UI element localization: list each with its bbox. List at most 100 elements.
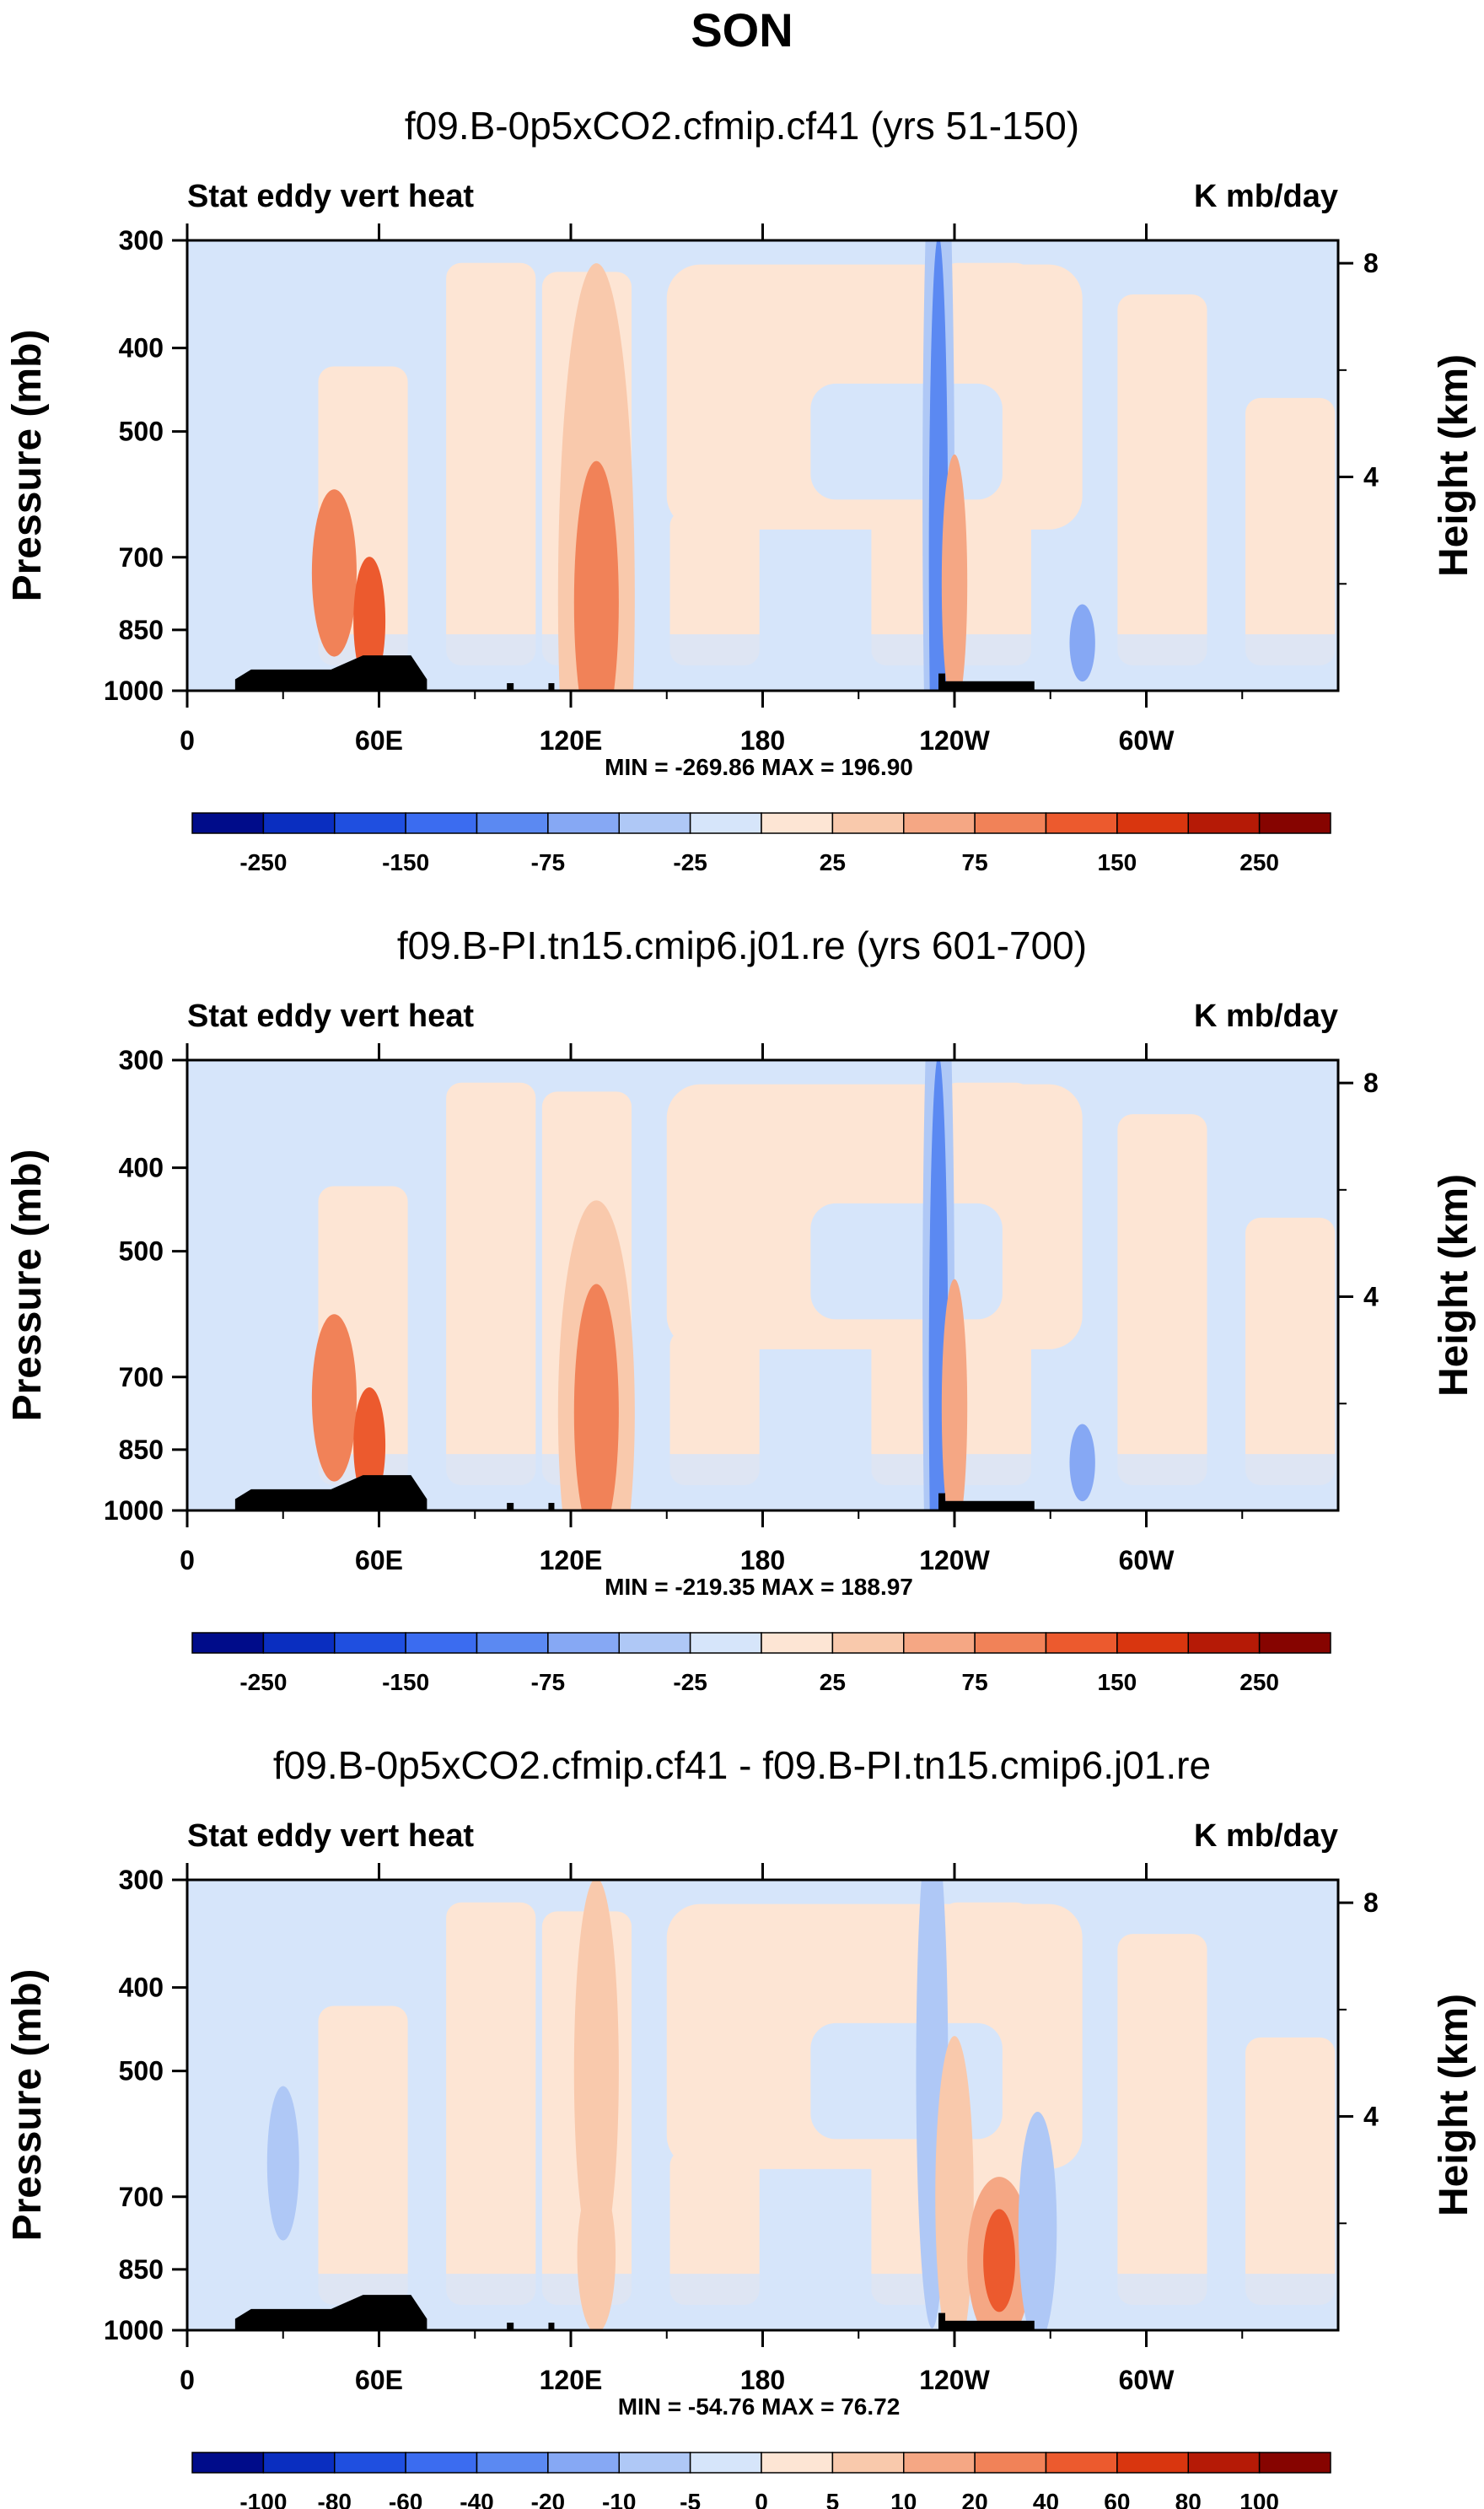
colorbar-swatch (1116, 1632, 1189, 1654)
chart-title: f09.B-0p5xCO2.cfmip.cf41 - f09.B-PI.tn15… (273, 1743, 1211, 1787)
colorbar-swatch (405, 1632, 478, 1654)
y-tick-label: 400 (119, 333, 164, 363)
colorbar-swatch (903, 812, 976, 834)
colorbar-swatch (903, 2452, 976, 2474)
colorbar-swatch (191, 1632, 265, 1654)
cool-region (810, 2022, 1003, 2140)
x-tick-label: 120E (540, 725, 603, 756)
terrain-mask (938, 2312, 946, 2330)
colorbar-label: 20 (962, 2489, 988, 2509)
chart-title: f09.B-PI.tn15.cmip6.j01.re (yrs 601-700) (397, 923, 1087, 967)
y-tick-label: 500 (119, 1236, 164, 1267)
colorbar-swatch (831, 812, 905, 834)
x-tick-label: 0 (180, 1545, 195, 1575)
contour-feature (573, 1880, 619, 2264)
right-label: K mb/day (1194, 999, 1338, 1034)
colorbar-label: -75 (531, 849, 565, 875)
colorbar-label: 40 (1033, 2489, 1059, 2509)
colorbar-label: -150 (382, 1669, 429, 1695)
y-tick-label: 1000 (104, 676, 164, 706)
colorbar-swatch (547, 1632, 620, 1654)
colorbar-label: -250 (239, 1669, 287, 1695)
colorbar-swatch (831, 1632, 905, 1654)
terrain-mask (548, 1503, 555, 1510)
colorbar-swatch (974, 1632, 1047, 1654)
warm-region (1245, 1217, 1336, 1485)
y-tick-label: 1000 (104, 2315, 164, 2345)
colorbar-swatch (974, 2452, 1047, 2474)
colorbar-swatch (761, 2452, 834, 2474)
colorbar-label: -75 (531, 1669, 565, 1695)
terrain-mask (234, 2295, 427, 2330)
x-tick-label: 60W (1119, 725, 1175, 756)
colorbar-label: 25 (820, 849, 846, 875)
colorbar-label: -150 (382, 849, 429, 875)
left-label: Stat eddy vert heat (187, 1818, 474, 1854)
x-tick-label: 0 (180, 2365, 195, 2395)
y-tick-label: 300 (119, 1045, 164, 1075)
warm-region (446, 262, 536, 665)
y-tick-label: 850 (119, 615, 164, 645)
terrain-mask (938, 2320, 1035, 2330)
colorbar-label: 0 (755, 2489, 768, 2509)
terrain-mask (938, 1500, 1035, 1510)
y-axis-label: Pressure (mb) (5, 330, 50, 602)
colorbar-swatch (334, 2452, 406, 2474)
heatmap-field (187, 1060, 1338, 1510)
heatmap-field (187, 240, 1338, 691)
y-tick-label: 700 (119, 542, 164, 573)
warm-region (446, 1902, 536, 2305)
terrain-mask (548, 683, 555, 691)
warm-region (1245, 2037, 1336, 2305)
chart-panel: f09.B-PI.tn15.cmip6.j01.re (yrs 601-700)… (5, 923, 1476, 1695)
x-tick-label: 60E (355, 725, 403, 756)
terrain-mask (507, 1503, 514, 1510)
y-right-axis-label: Height (km) (1432, 1994, 1476, 2216)
terrain-mask (938, 1493, 946, 1510)
colorbar-label: 100 (1239, 2489, 1279, 2509)
y-axis-label: Pressure (mb) (5, 1969, 50, 2242)
y-tick-label: 850 (119, 1435, 164, 1465)
colorbar-swatch (689, 812, 762, 834)
y-right-tick-label: 8 (1363, 1068, 1379, 1098)
chart-title: f09.B-0p5xCO2.cfmip.cf41 (yrs 51-150) (405, 104, 1079, 148)
colorbar-swatch (476, 2452, 549, 2474)
warm-region (1117, 1934, 1207, 2305)
colorbar-swatch (903, 1632, 976, 1654)
colorbar-swatch (262, 2452, 336, 2474)
y-tick-label: 300 (119, 225, 164, 256)
x-tick-label: 180 (740, 2365, 785, 2395)
colorbar-swatch (1045, 812, 1118, 834)
x-tick-label: 120E (540, 2365, 603, 2395)
contour-feature (573, 1284, 619, 1510)
min-max-stats: MIN = -269.86 MAX = 196.90 (605, 754, 913, 780)
min-max-stats: MIN = -219.35 MAX = 188.97 (605, 1574, 913, 1600)
colorbar-label: -250 (239, 849, 287, 875)
colorbar-swatch (334, 812, 406, 834)
contour-feature (311, 489, 357, 657)
terrain-mask (938, 673, 946, 691)
colorbar-swatch (191, 812, 265, 834)
cool-region (810, 383, 1003, 500)
cool-region (810, 1203, 1003, 1320)
colorbar-label: 5 (826, 2489, 840, 2509)
colorbar-swatch (476, 812, 549, 834)
colorbar-swatch (1187, 812, 1261, 834)
colorbar-label: 75 (962, 849, 988, 875)
y-tick-label: 500 (119, 417, 164, 447)
x-tick-label: 120W (919, 725, 990, 756)
right-label: K mb/day (1194, 179, 1338, 214)
colorbar-label: 10 (890, 2489, 917, 2509)
colorbar-swatch (618, 1632, 691, 1654)
colorbar-swatch (761, 812, 834, 834)
colorbar-label: 60 (1104, 2489, 1130, 2509)
contour-feature (266, 2086, 299, 2241)
colorbar-swatch (831, 2452, 905, 2474)
y-right-axis-label: Height (km) (1432, 354, 1476, 577)
colorbar-swatch (689, 2452, 762, 2474)
colorbar-swatch (974, 812, 1047, 834)
colorbar-swatch (476, 1632, 549, 1654)
terrain-mask (507, 683, 514, 691)
colorbar-swatch (1258, 2452, 1331, 2474)
x-tick-label: 60W (1119, 2365, 1175, 2395)
